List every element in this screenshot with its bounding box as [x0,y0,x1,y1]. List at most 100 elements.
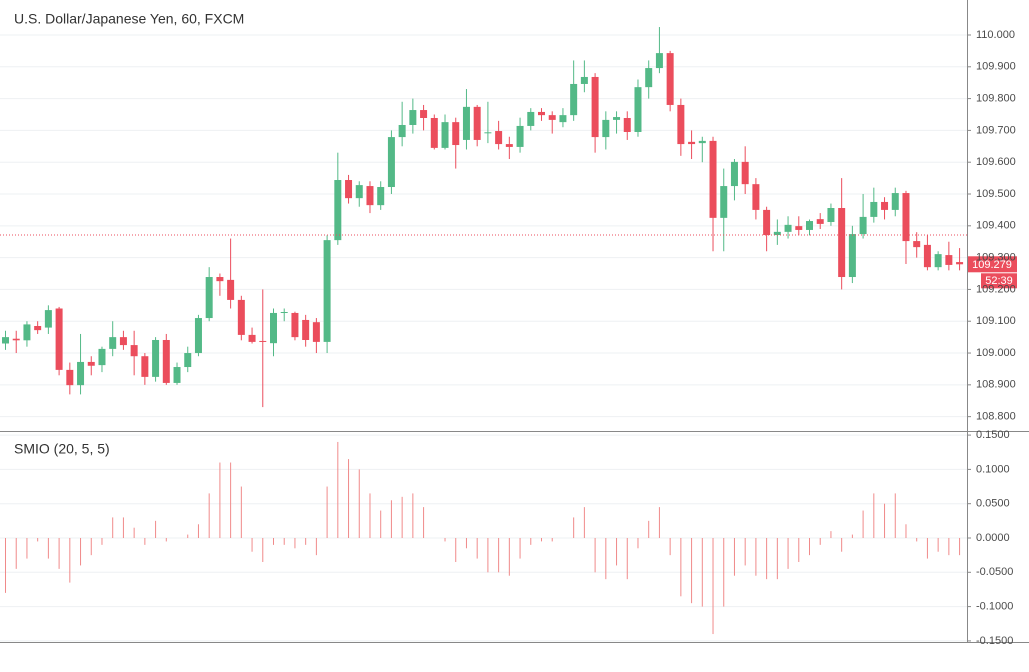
candle-body [302,319,310,340]
candle-body [387,137,395,188]
candle-body [559,115,567,123]
candle-body [259,340,267,342]
candle-body [312,322,320,342]
candle-body [784,224,792,232]
y-tick-label: -0.0500 [976,566,1013,578]
candle-body [420,110,428,118]
candle-body [773,231,781,236]
candle-body [613,117,621,120]
candle-body [956,262,964,265]
candle-body [323,240,331,342]
y-tick-label: 109.200 [976,283,1016,295]
candle-body [34,325,42,331]
candle-body [441,122,449,148]
y-tick-label: 109.300 [976,252,1016,264]
candle-body [827,208,835,222]
candle-body [677,104,685,145]
candle-body [516,125,524,147]
candle-body [452,122,460,146]
candle-body [698,140,706,144]
candle-body [334,180,342,241]
candle-body [130,345,138,357]
candle-body [216,277,224,282]
candle-body [430,117,438,148]
candle-body [173,367,181,383]
y-tick-label: 0.1000 [976,463,1010,475]
candle-body [945,255,953,265]
candle-body [881,201,889,210]
candle-body [2,337,9,344]
candle-body [709,140,717,218]
candle-body [495,131,503,145]
candle-body [891,193,899,210]
candle-body [934,254,942,268]
y-tick-label: 0.0500 [976,498,1010,510]
y-tick-label: 109.400 [976,220,1016,232]
candle-body [645,68,653,88]
candle-body [227,279,235,300]
candle-body [752,184,760,210]
candle-body [527,111,535,126]
candle-body [44,310,52,328]
y-tick-label: 109.700 [976,124,1016,136]
countdown-label: 52:39 [985,275,1013,287]
candle-body [655,53,663,69]
candle-body [12,338,20,341]
candle-body [902,193,910,242]
candle-body [913,241,921,248]
candle-body [623,117,631,132]
candle-body [162,339,170,383]
candle-body [119,337,127,346]
y-tick-label: 109.900 [976,61,1016,73]
candle-body [730,161,738,187]
candle-body [77,361,85,386]
candle-body [377,187,385,206]
y-tick-label: 0.0000 [976,532,1010,544]
candle-body [23,324,31,341]
candle-body [923,244,931,268]
candle-body [248,334,256,342]
candle-body [270,312,277,344]
candle-body [720,186,728,218]
grid [0,34,971,642]
y-tick-label: 109.500 [976,188,1016,200]
candle-body [806,221,813,230]
candle-body [602,119,610,138]
candle-body [109,337,117,349]
candle-body [548,115,556,120]
labels: 108.800 108.900 109.000 109.100 109.200 109.3… [972,29,1016,647]
candle-body [205,277,213,319]
indicator-title: SMIO (20, 5, 5) [14,441,110,457]
candle-body [763,209,771,236]
candle-body [66,369,74,386]
candle-body [345,180,353,199]
candle-body [55,308,63,370]
candle-body [280,312,288,314]
candle-body [484,132,492,134]
candle-body [795,226,803,230]
candle-body [462,106,470,140]
candle-body [291,312,299,338]
y-tick-label: -0.1000 [976,601,1013,613]
y-tick-label: 110.000 [976,29,1015,41]
chart-title: U.S. Dollar/Japanese Yen, 60, FXCM [14,11,244,27]
candle-body [355,185,363,199]
candle-body [816,219,824,224]
candle-body [741,161,749,185]
candle-body [570,83,578,116]
candle-body [87,361,95,366]
y-tick-label: 109.800 [976,93,1016,105]
candle-body [398,124,406,138]
candle-body [848,234,856,278]
candle-body [237,299,245,335]
y-tick-label: 109.100 [976,315,1016,327]
candle-body [666,53,674,105]
candle-body [859,216,867,235]
candle-body [141,356,149,377]
candle-body [591,76,599,138]
candle-body [688,141,696,145]
marks [0,27,1017,635]
y-tick-label: 0.1500 [976,429,1010,441]
